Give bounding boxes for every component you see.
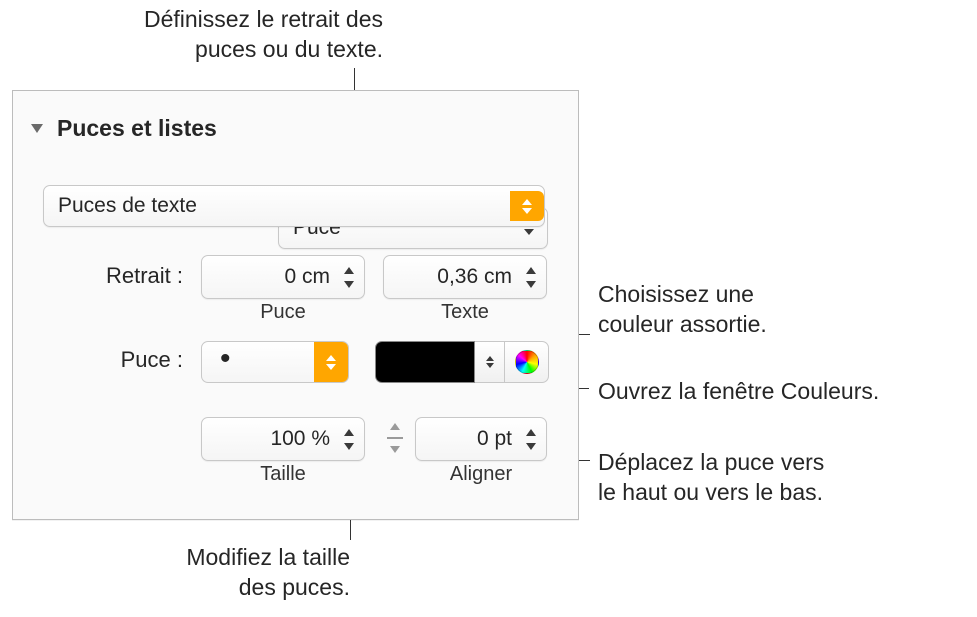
step-down-icon[interactable] xyxy=(340,277,358,291)
aligner-label: Aligner xyxy=(415,463,547,486)
taille-stepper[interactable]: 100 % xyxy=(201,417,365,461)
color-wheel-icon xyxy=(515,350,539,374)
color-swatch[interactable] xyxy=(375,341,475,383)
callout-bullet-size: Modifiez la tailledes puces. xyxy=(125,543,350,603)
bullet-char-select[interactable]: • xyxy=(201,341,349,383)
section-title: Puces et listes xyxy=(57,115,217,142)
bullets-lists-panel: Puces et listes Puce Puces de texte Retr… xyxy=(12,90,579,520)
color-control-group xyxy=(375,341,549,383)
puce-indent-value: 0 cm xyxy=(214,265,336,289)
taille-value: 100 % xyxy=(214,427,336,451)
open-colors-button[interactable] xyxy=(505,341,549,383)
bullet-char-label: Puce : xyxy=(93,347,183,373)
callout-move-bullet: Déplacez la puce versle haut ou vers le … xyxy=(598,448,918,508)
taille-label: Taille xyxy=(201,463,365,486)
retrait-label: Retrait : xyxy=(73,263,183,289)
updown-icon xyxy=(314,342,348,382)
updown-icon xyxy=(510,191,544,221)
callout-matching-color: Choisissez unecouleur assortie. xyxy=(598,280,898,340)
puce-sublabel: Puce xyxy=(201,301,365,324)
bullet-type-value: Puces de texte xyxy=(58,194,197,218)
callout-open-colors: Ouvrez la fenêtre Couleurs. xyxy=(598,377,968,407)
color-swatch-stepper[interactable] xyxy=(475,341,505,383)
bullet-type-select[interactable]: Puces de texte xyxy=(43,185,545,227)
texte-indent-stepper[interactable]: 0,36 cm xyxy=(383,255,547,299)
section-header[interactable]: Puces et listes xyxy=(13,91,578,150)
chevron-down-icon xyxy=(31,124,43,133)
step-down-icon[interactable] xyxy=(522,277,540,291)
step-up-icon[interactable] xyxy=(522,425,540,439)
step-down-icon[interactable] xyxy=(340,439,358,453)
step-up-icon[interactable] xyxy=(340,425,358,439)
texte-indent-value: 0,36 cm xyxy=(396,265,518,289)
aligner-value: 0 pt xyxy=(428,427,518,451)
step-down-icon[interactable] xyxy=(522,439,540,453)
callout-indent: Définissez le retrait despuces ou du tex… xyxy=(93,5,383,65)
bullet-char-value: • xyxy=(202,344,231,380)
aligner-stepper[interactable]: 0 pt xyxy=(415,417,547,461)
texte-sublabel: Texte xyxy=(383,301,547,324)
vertical-align-icon xyxy=(383,421,407,455)
step-up-icon[interactable] xyxy=(340,263,358,277)
puce-indent-stepper[interactable]: 0 cm xyxy=(201,255,365,299)
step-up-icon[interactable] xyxy=(522,263,540,277)
